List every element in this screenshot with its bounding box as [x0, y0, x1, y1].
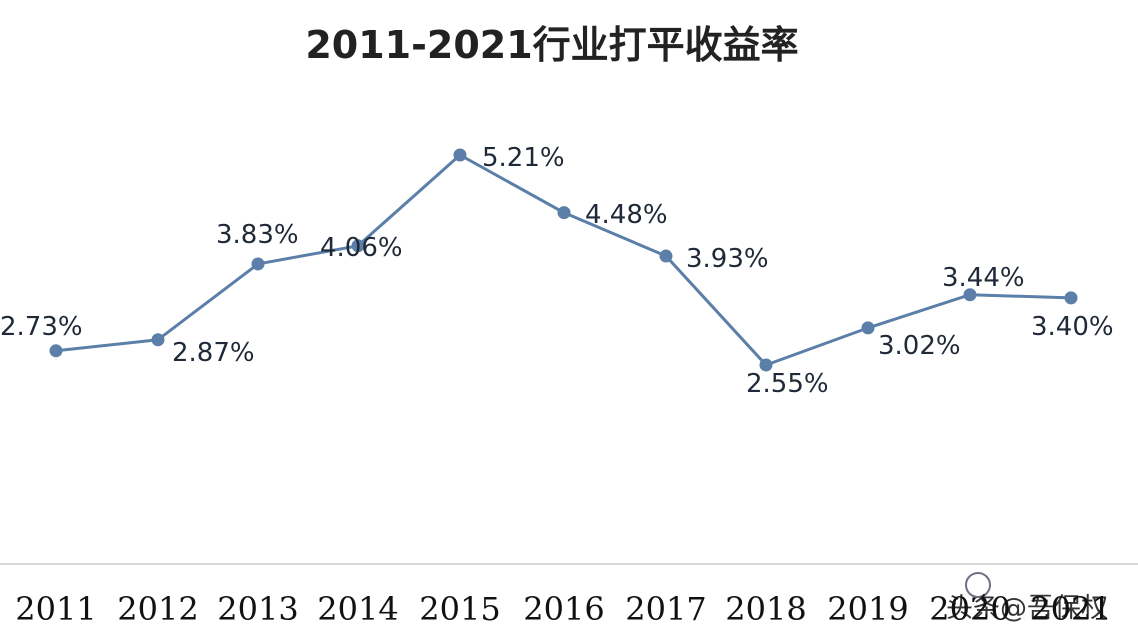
data-point-2013: [251, 257, 265, 271]
data-point-2017: [659, 249, 673, 263]
data-label-2017: 3.93%: [686, 244, 769, 274]
x-tick-label-2011: 2011: [15, 590, 96, 628]
data-point-2011: [49, 344, 63, 358]
data-point-2015: [453, 148, 467, 162]
data-point-2019: [861, 321, 875, 335]
data-label-2012: 2.87%: [172, 338, 255, 368]
x-tick-label-2018: 2018: [725, 590, 806, 628]
data-label-2011: 2.73%: [0, 312, 83, 342]
chart-title: 2011-2021行业打平收益率: [305, 23, 798, 67]
data-label-2016: 4.48%: [585, 200, 668, 230]
x-tick-label-2015: 2015: [419, 590, 500, 628]
data-label-2019: 3.02%: [878, 331, 961, 361]
data-point-2021: [1064, 291, 1078, 305]
series-layer: [49, 148, 1078, 372]
watermark: 头条@吾保权: [946, 572, 1108, 624]
data-label-2014: 4.06%: [320, 233, 403, 263]
watermark-icon: [965, 572, 991, 598]
data-label-2018: 2.55%: [746, 369, 829, 399]
watermark-text: 头条@吾保权: [946, 593, 1108, 624]
data-label-2021: 3.40%: [1031, 312, 1114, 342]
x-tick-label-2012: 2012: [117, 590, 198, 628]
data-point-2014: [351, 239, 365, 253]
data-label-2020: 3.44%: [942, 263, 1025, 293]
x-tick-label-2019: 2019: [827, 590, 908, 628]
data-point-2012: [151, 333, 165, 347]
x-tick-label-2021: 2021: [1030, 590, 1111, 628]
data-point-2018: [759, 358, 773, 372]
x-axis-tick-layer: 2011 2012 2013 2014 2015 2016 2017 2018 2019 2020…: [15, 590, 1111, 628]
data-label-layer: 2.73% 2.87% 3.83% 4.06% 5.21% 4.48% 3.93% 2.55%…: [0, 143, 1114, 399]
data-point-2016: [557, 206, 571, 220]
data-label-2013: 3.83%: [216, 220, 299, 250]
x-tick-label-2020: 2020: [929, 590, 1010, 628]
data-point-2020: [963, 288, 977, 302]
x-tick-label-2014: 2014: [317, 590, 398, 628]
data-label-2015: 5.21%: [482, 143, 565, 173]
x-tick-label-2013: 2013: [217, 590, 298, 628]
x-tick-label-2017: 2017: [625, 590, 706, 628]
x-tick-label-2016: 2016: [523, 590, 604, 628]
